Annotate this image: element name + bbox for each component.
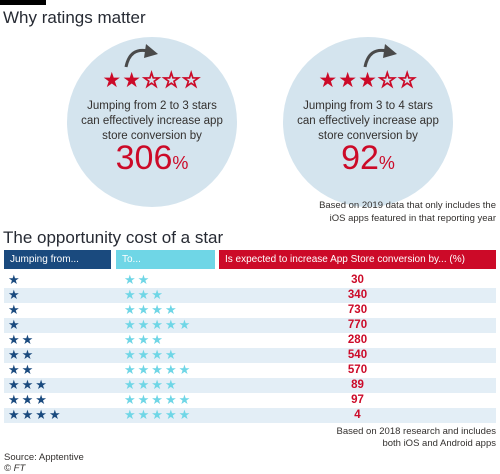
increase-value: 30 — [351, 274, 364, 286]
curved-arrow-icon — [363, 44, 397, 68]
table-row: ★ ★★ 30 — [4, 272, 496, 288]
table-row: ★★★★ ★★★★★ 4 — [4, 407, 496, 423]
from-stars-icon: ★★★★ — [8, 407, 63, 422]
footnote-2018: Based on 2018 research and includes both… — [336, 426, 496, 449]
table-row: ★★★ ★★★★★ 97 — [4, 392, 496, 408]
top-accent-bar — [0, 0, 46, 5]
table-row: ★ ★★★★★ 770 — [4, 317, 496, 333]
column-header-to: To... — [116, 250, 215, 269]
rating-circle-3-to-4: ★★★☆☆ Jumping from 3 to 4 stars can effe… — [283, 37, 453, 207]
table-row: ★★ ★★★★★ 570 — [4, 362, 496, 378]
circle-description: Jumping from 2 to 3 stars can effectivel… — [81, 100, 223, 142]
page-title: Why ratings matter — [3, 8, 146, 27]
from-stars-icon: ★★★ — [8, 377, 49, 392]
to-stars-icon: ★★★ — [124, 287, 165, 302]
big-percentage: 92% — [341, 139, 395, 177]
increase-value: 280 — [347, 334, 368, 346]
from-stars-icon: ★★ — [8, 332, 36, 347]
column-header-from: Jumping from... — [4, 250, 111, 269]
from-stars-icon: ★ — [8, 317, 22, 332]
increase-value: 540 — [347, 349, 368, 361]
increase-value: 730 — [347, 304, 368, 316]
footnote-2019: Based on 2019 data that only includes th… — [319, 200, 496, 224]
to-stars-icon: ★★★★★ — [124, 362, 193, 377]
increase-value: 4 — [354, 409, 361, 421]
to-stars-icon: ★★★★★ — [124, 317, 193, 332]
increase-value: 770 — [347, 319, 368, 331]
to-stars-icon: ★★★★ — [124, 302, 179, 317]
increase-value: 570 — [347, 364, 368, 376]
to-stars-icon: ★★★★ — [124, 347, 179, 362]
to-stars-icon: ★★★★★ — [124, 407, 193, 422]
big-percentage: 306% — [115, 139, 189, 177]
to-stars-icon: ★★ — [124, 272, 152, 287]
rating-circle-2-to-3: ★★☆☆☆ Jumping from 2 to 3 stars can effe… — [67, 37, 237, 207]
star-rating-icon: ★★☆☆☆ — [102, 68, 202, 92]
increase-value: 340 — [347, 289, 368, 301]
from-stars-icon: ★ — [8, 302, 22, 317]
from-stars-icon: ★★★ — [8, 392, 49, 407]
to-stars-icon: ★★★★★ — [124, 392, 193, 407]
table-row: ★ ★★★★ 730 — [4, 302, 496, 318]
increase-value: 89 — [351, 379, 364, 391]
table-title: The opportunity cost of a star — [3, 228, 224, 247]
to-stars-icon: ★★★ — [124, 332, 165, 347]
table-row: ★★★ ★★★★ 89 — [4, 377, 496, 393]
table-row: ★ ★★★ 340 — [4, 287, 496, 303]
increase-value: 97 — [351, 394, 364, 406]
from-stars-icon: ★★ — [8, 347, 36, 362]
to-stars-icon: ★★★★ — [124, 377, 179, 392]
table-row: ★★ ★★★ 280 — [4, 332, 496, 348]
table-row: ★★ ★★★★ 540 — [4, 347, 496, 363]
curved-arrow-icon — [124, 44, 158, 68]
source-credit: Source: Apptentive © FT — [4, 452, 84, 474]
from-stars-icon: ★★ — [8, 362, 36, 377]
from-stars-icon: ★ — [8, 272, 22, 287]
circle-description: Jumping from 3 to 4 stars can effectivel… — [297, 100, 439, 142]
from-stars-icon: ★ — [8, 287, 22, 302]
star-rating-icon: ★★★☆☆ — [318, 68, 418, 92]
column-header-increase: Is expected to increase App Store conver… — [219, 250, 496, 269]
